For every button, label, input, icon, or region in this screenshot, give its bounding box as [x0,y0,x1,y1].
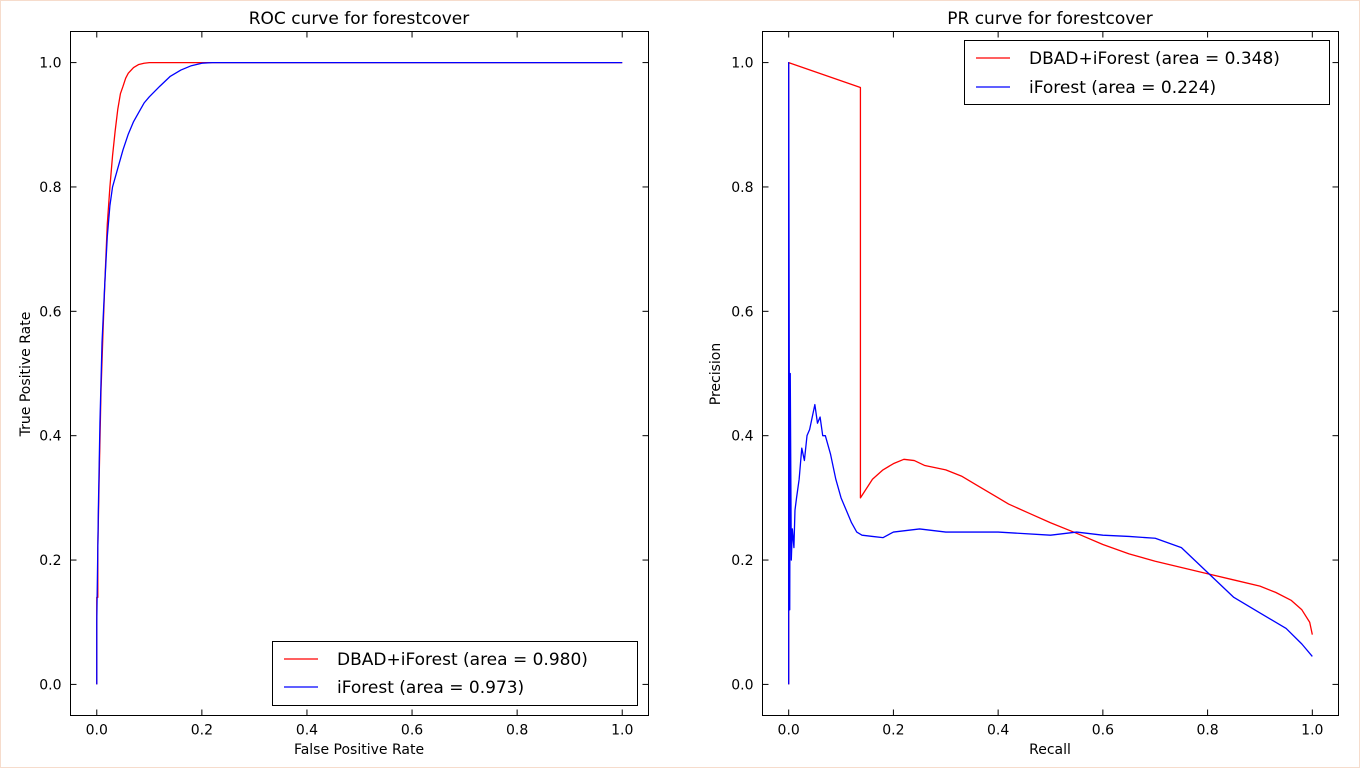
roc-ylabel: True Positive Rate [18,312,34,438]
roc-lines [96,61,623,685]
roc-axes-frame [70,31,649,716]
roc-ytick-label: 1.0 [39,56,61,72]
roc-ytick-label: 0.8 [39,180,61,196]
pr-ytick-label: 0.8 [731,180,753,196]
pr-xtick-label: 0.2 [882,723,904,739]
pr-axes-frame [762,31,1339,716]
pr-ytick-label: 0.0 [731,677,753,693]
pr-xtick-label: 0.0 [778,723,800,739]
roc-legend: DBAD+iForest (area = 0.980) iForest (are… [272,641,638,706]
pr-legend: DBAD+iForest (area = 0.348) iForest (are… [964,40,1330,105]
pr-series-line-dbad-iforest [788,61,1313,685]
pr-ytick-label: 0.4 [731,429,753,445]
pr-lines [788,61,1313,685]
roc-legend-label-dbad: DBAD+iForest (area = 0.980) [337,650,588,670]
pr-ytick-label: 1.0 [731,56,753,72]
roc-series-line-iforest [96,61,623,685]
roc-xtick-label: 0.0 [86,723,108,739]
pr-ytick-label: 0.2 [731,553,753,569]
roc-ytick-label: 0.0 [39,677,61,693]
roc-xtick-label: 0.2 [191,723,213,739]
pr-xtick-label: 0.8 [1196,723,1218,739]
roc-xtick-label: 0.4 [296,723,318,739]
pr-ytick-label: 0.6 [731,304,753,320]
roc-xtick-label: 0.8 [506,723,528,739]
roc-legend-label-iforest: iForest (area = 0.973) [337,678,524,698]
roc-title: ROC curve for forestcover [249,9,470,29]
pr-series-line-iforest [788,61,1313,685]
roc-xlabel: False Positive Rate [294,742,424,758]
roc-series-line-dbad-iforest [96,61,623,685]
pr-ticks: 0.0 0.2 0.4 0.6 0.8 1.0 0.0 0.2 0.4 0.6 0.8 1.0 [731,31,1339,739]
roc-xtick-label: 1.0 [611,723,633,739]
roc-ytick-label: 0.6 [39,304,61,320]
pr-ylabel: Precision [708,343,724,405]
roc-ytick-label: 0.2 [39,553,61,569]
pr-xtick-label: 0.6 [1092,723,1114,739]
roc-ytick-label: 0.4 [39,429,61,445]
pr-legend-label-dbad: DBAD+iForest (area = 0.348) [1029,49,1280,69]
pr-xlabel: Recall [1029,742,1071,758]
pr-xtick-label: 1.0 [1301,723,1323,739]
roc-legend-box [272,641,638,706]
roc-xtick-label: 0.6 [401,723,423,739]
pr-xtick-label: 0.4 [987,723,1009,739]
pr-legend-box [964,40,1330,105]
pr-title: PR curve for forestcover [947,9,1153,29]
pr-legend-label-iforest: iForest (area = 0.224) [1029,78,1216,98]
roc-panel: ROC curve for forestcover False Positive… [18,9,649,758]
pr-panel: PR curve for forestcover Recall Precisio… [708,9,1339,758]
roc-ticks: 0.0 0.2 0.4 0.6 0.8 1.0 0.0 0.2 0.4 0.6 0.8 1.0 [39,31,649,739]
